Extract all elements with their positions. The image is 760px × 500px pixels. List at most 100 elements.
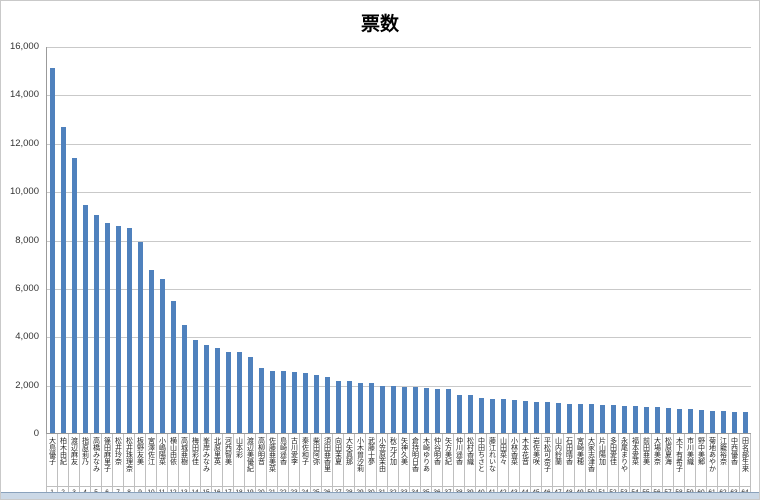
bar-slot bbox=[124, 47, 135, 433]
bar[interactable] bbox=[336, 381, 341, 433]
bar[interactable] bbox=[732, 411, 737, 433]
bar-slot bbox=[267, 47, 278, 433]
bar-slot bbox=[135, 47, 146, 433]
bar[interactable] bbox=[182, 324, 187, 433]
bar[interactable] bbox=[699, 409, 704, 433]
bar[interactable] bbox=[325, 377, 330, 433]
bar[interactable] bbox=[226, 351, 231, 433]
category-label: 中田ちさと bbox=[476, 434, 487, 486]
bar-slot bbox=[190, 47, 201, 433]
bar[interactable] bbox=[358, 382, 363, 433]
bar[interactable] bbox=[710, 411, 715, 433]
bar-slot bbox=[47, 47, 58, 433]
category-label: 小嶋陽菜 bbox=[157, 434, 168, 486]
bar[interactable] bbox=[424, 388, 429, 433]
bar-slot bbox=[234, 47, 245, 433]
bar[interactable] bbox=[457, 394, 462, 433]
bar[interactable] bbox=[534, 401, 539, 433]
bar-slot bbox=[91, 47, 102, 433]
bar[interactable] bbox=[391, 386, 396, 433]
bar[interactable] bbox=[193, 339, 198, 433]
bar[interactable] bbox=[677, 408, 682, 433]
bar[interactable] bbox=[501, 399, 506, 433]
bar[interactable] bbox=[314, 374, 319, 433]
bar-slot bbox=[696, 47, 707, 433]
bar[interactable] bbox=[94, 214, 99, 433]
bar[interactable] bbox=[622, 405, 627, 433]
bar[interactable] bbox=[644, 406, 649, 433]
bar-slot bbox=[465, 47, 476, 433]
bar[interactable] bbox=[105, 222, 110, 433]
category-label: 小林香菜 bbox=[509, 434, 520, 486]
bar[interactable] bbox=[523, 400, 528, 433]
category-label: 小笠原茉由 bbox=[377, 434, 388, 486]
bar[interactable] bbox=[490, 399, 495, 433]
bar[interactable] bbox=[248, 357, 253, 433]
bar[interactable] bbox=[215, 348, 220, 433]
plot-area bbox=[46, 47, 751, 434]
bar[interactable] bbox=[721, 411, 726, 433]
bar[interactable] bbox=[138, 242, 143, 433]
bar[interactable] bbox=[303, 372, 308, 433]
bar[interactable] bbox=[292, 371, 297, 433]
bar[interactable] bbox=[237, 351, 242, 433]
category-label: 木崎ゆりあ bbox=[421, 434, 432, 486]
bar-slot bbox=[300, 47, 311, 433]
y-axis-labels: 16,000 14,000 12,000 10,000 8,000 6,000 4,000 2… bbox=[1, 1, 42, 499]
bar-slot bbox=[718, 47, 729, 433]
bar-slot bbox=[399, 47, 410, 433]
bar[interactable] bbox=[149, 269, 154, 433]
category-label: 佐藤亜美菜 bbox=[267, 434, 278, 486]
bar[interactable] bbox=[171, 301, 176, 433]
bar[interactable] bbox=[512, 400, 517, 433]
bar[interactable] bbox=[479, 397, 484, 433]
bar-slot bbox=[498, 47, 509, 433]
bar[interactable] bbox=[688, 409, 693, 433]
bar-slot bbox=[531, 47, 542, 433]
bar[interactable] bbox=[413, 387, 418, 433]
category-label: 柴田阿弥 bbox=[311, 434, 322, 486]
bar-slot bbox=[344, 47, 355, 433]
bar[interactable] bbox=[347, 381, 352, 433]
bar-slot bbox=[487, 47, 498, 433]
bar-slot bbox=[509, 47, 520, 433]
bar[interactable] bbox=[589, 404, 594, 433]
bar[interactable] bbox=[435, 388, 440, 433]
category-label: 福本愛菜 bbox=[630, 434, 641, 486]
category-label: 大家志津香 bbox=[586, 434, 597, 486]
category-label: 秋元才加 bbox=[388, 434, 399, 486]
bar-slot bbox=[729, 47, 740, 433]
bar[interactable] bbox=[61, 127, 66, 433]
bar[interactable] bbox=[259, 367, 264, 433]
category-label: 矢神久美 bbox=[399, 434, 410, 486]
bar[interactable] bbox=[281, 371, 286, 433]
bar[interactable] bbox=[468, 395, 473, 433]
bar[interactable] bbox=[127, 228, 132, 433]
gridline bbox=[47, 337, 751, 339]
bar[interactable] bbox=[611, 405, 616, 433]
y-tick-label: 12,000 bbox=[9, 137, 39, 149]
bar[interactable] bbox=[72, 158, 77, 433]
bar[interactable] bbox=[578, 403, 583, 433]
bar[interactable] bbox=[50, 67, 55, 433]
bar-slot bbox=[113, 47, 124, 433]
bar[interactable] bbox=[567, 403, 572, 433]
bar[interactable] bbox=[655, 407, 660, 433]
bar[interactable] bbox=[369, 383, 374, 433]
bar[interactable] bbox=[666, 408, 671, 433]
bar[interactable] bbox=[446, 388, 451, 433]
bar[interactable] bbox=[160, 278, 165, 433]
bar[interactable] bbox=[556, 403, 561, 433]
bar[interactable] bbox=[743, 412, 748, 433]
bar[interactable] bbox=[380, 385, 385, 433]
bar[interactable] bbox=[270, 370, 275, 433]
bar[interactable] bbox=[116, 226, 121, 433]
bar[interactable] bbox=[83, 204, 88, 433]
gridline bbox=[47, 385, 751, 387]
bar[interactable] bbox=[633, 406, 638, 433]
bar[interactable] bbox=[402, 387, 407, 433]
bar[interactable] bbox=[545, 402, 550, 433]
category-label: 高柳明音 bbox=[256, 434, 267, 486]
bar[interactable] bbox=[204, 344, 209, 433]
bar[interactable] bbox=[600, 404, 605, 433]
